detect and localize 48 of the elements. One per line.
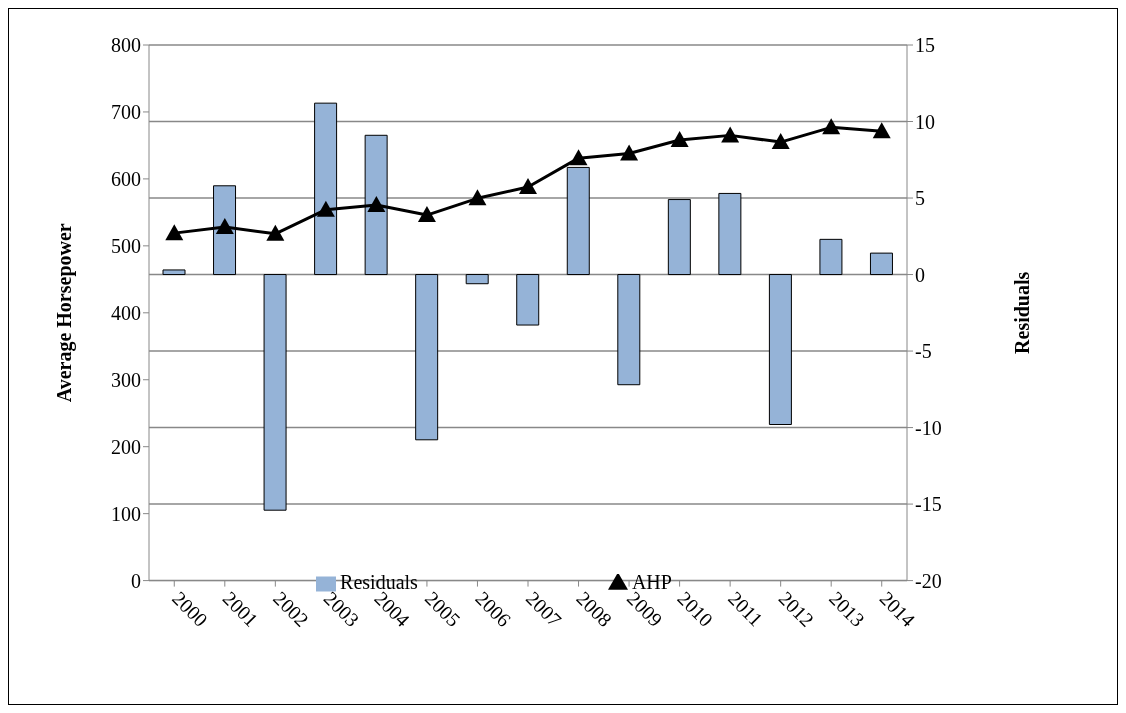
y-axis-title: Average Horsepower [53, 223, 77, 403]
point [165, 224, 184, 241]
bar [819, 238, 843, 276]
point [670, 131, 689, 148]
y-tick-label: 800 [111, 34, 141, 57]
bar [162, 269, 186, 276]
bar [869, 252, 893, 276]
point [417, 206, 436, 223]
point [569, 149, 588, 166]
point [872, 122, 891, 139]
point [620, 144, 639, 161]
y-tick-label: 500 [111, 234, 141, 257]
point [721, 126, 740, 143]
y-tick-label: 100 [111, 502, 141, 525]
y2-tick-label: 15 [915, 34, 935, 57]
y-tick-label: 700 [111, 101, 141, 124]
y-tick-label: 0 [131, 569, 141, 592]
y2-tick-label: -5 [915, 340, 932, 363]
bar [768, 274, 792, 426]
point [468, 189, 487, 206]
point [367, 196, 386, 213]
x-tick-label: 2013 [825, 587, 869, 631]
y-tick-label: 200 [111, 435, 141, 458]
y2-tick-label: -20 [915, 569, 942, 592]
y2-axis-title: Residuals [1011, 271, 1034, 354]
point [316, 200, 335, 217]
point [519, 177, 537, 194]
y2-tick-label: -10 [915, 416, 942, 439]
y2-tick-label: 0 [915, 263, 925, 286]
y-tick-label: 400 [111, 301, 141, 324]
point [266, 224, 285, 241]
bar [617, 274, 641, 386]
point [822, 118, 841, 135]
bar [415, 274, 439, 441]
bar [516, 274, 540, 326]
x-tick-label: 2000 [168, 587, 213, 631]
bar [465, 274, 489, 285]
point [215, 218, 234, 235]
y-tick-label: 600 [111, 168, 141, 190]
y-tick-label: 300 [111, 368, 141, 391]
bar [263, 274, 287, 511]
y2-tick-label: 10 [915, 110, 935, 133]
bar [667, 199, 691, 276]
x-tick-label: 2007 [521, 587, 566, 631]
y2-tick-label: 5 [915, 187, 925, 210]
point [771, 133, 790, 150]
bar [718, 192, 742, 276]
y2-tick-label: -15 [915, 493, 942, 516]
